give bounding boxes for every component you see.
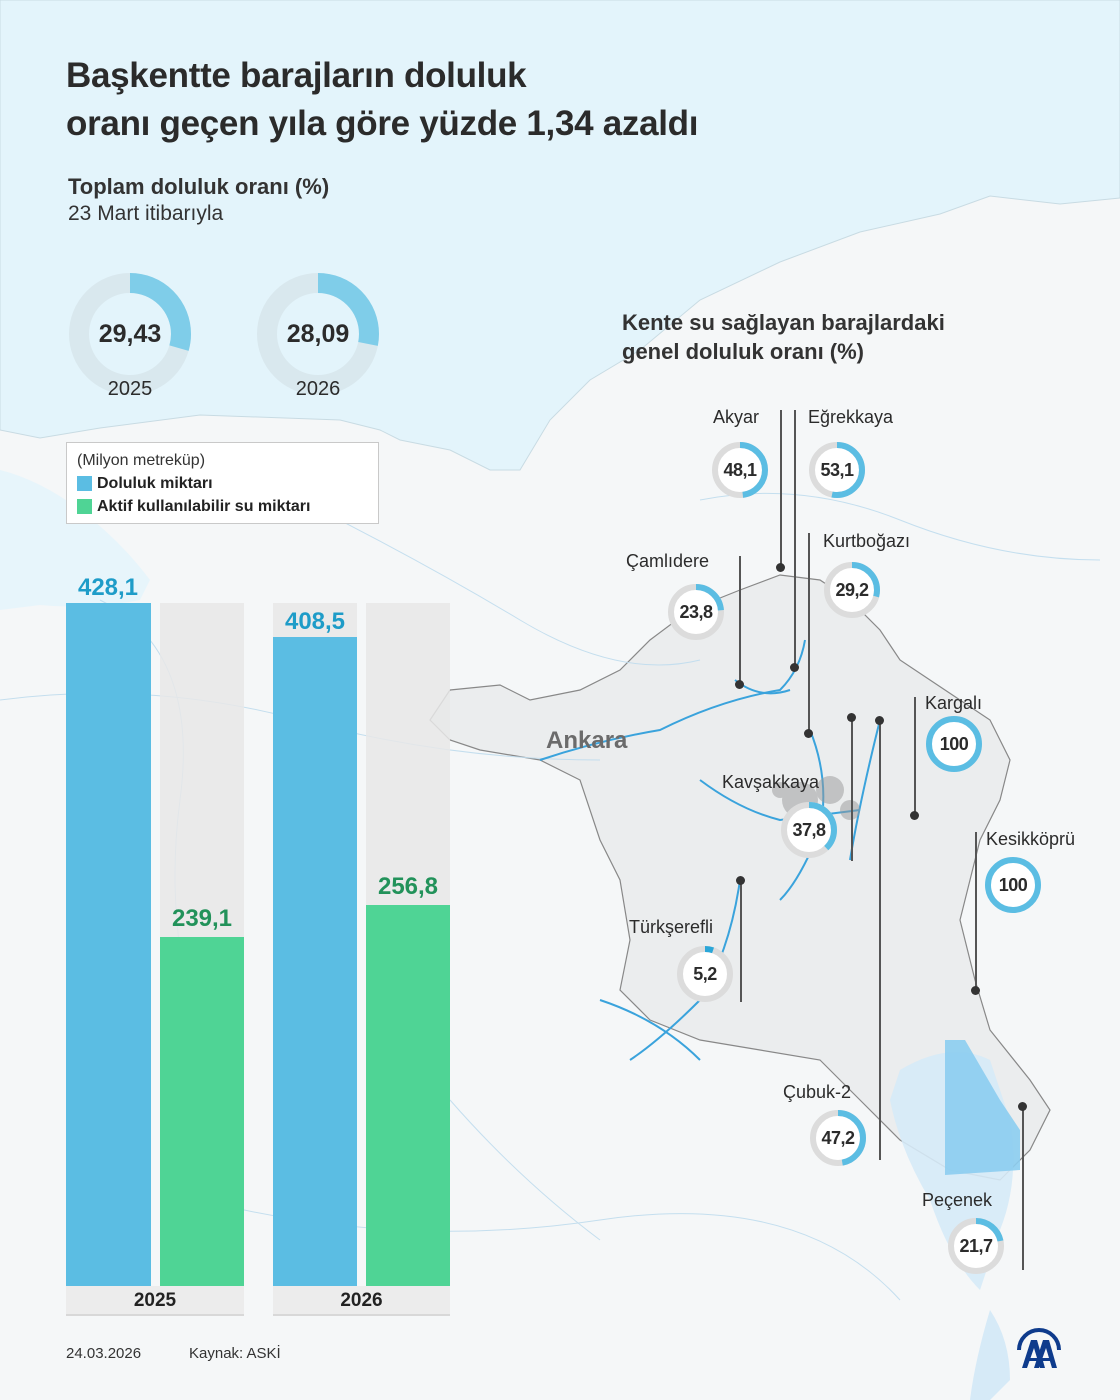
dam-value: 48,1 [723,460,757,480]
dam-value: 29,2 [835,580,869,600]
dam-donut-egrekkaya: 53,1 [807,440,867,500]
bar-value-aktif-2026: 256,8 [377,873,439,900]
location-dot-kavsakkaya [847,713,856,722]
bar-value-doluluk-2026: 408,5 [284,608,346,635]
donut-ring-icon [677,946,733,1002]
bar-doluluk-2025 [66,603,151,1286]
dam-value: 37,8 [792,820,826,840]
location-dot-pecenek [1018,1102,1027,1111]
title-line-1: Başkentte barajların doluluk [66,56,527,95]
bar-legend: (Milyon metreküp) Doluluk miktarı Aktif … [66,442,379,524]
dam-name-kargali: Kargalı [925,693,983,713]
leader-line-kargali [914,697,916,815]
dam-value: 100 [998,875,1028,895]
title-line-2: oranı geçen yıla göre yüzde 1,34 azaldı [66,104,699,143]
leader-line-turkserefli [740,880,742,1002]
dam-name-egrekkaya: Eğrekkaya [808,407,894,427]
dam-name-kesikkopru: Kesikköprü [986,829,1076,849]
total-rate-title: Toplam doluluk oranı (%) [68,174,330,199]
dam-value: 5,2 [693,964,717,984]
dam-value: 100 [939,734,969,754]
city-label-ankara: Ankara [546,727,628,754]
location-dot-turkserefli [736,876,745,885]
bar-year-2025: 2025 [66,1286,244,1316]
dam-donut-kargali: 100 [924,714,984,774]
dam-donut-camlidere: 23,8 [666,582,726,642]
total-donut-2025: 29,43 [68,272,192,396]
dam-name-kurtbogazi: Kurtboğazı [823,531,911,551]
total-year: 2026 [295,378,341,400]
dam-name-kavsakkaya: Kavşakkaya [722,772,820,792]
leader-line-pecenek [1022,1106,1024,1270]
map-title-line-2: genel doluluk oranı (%) [622,339,865,364]
legend-item-aktif: Aktif kullanılabilir su miktarı [77,495,368,518]
dam-donut-kesikkopru: 100 [983,855,1043,915]
location-dot-kurtbogazi [804,729,813,738]
dam-value: 23,8 [679,602,713,622]
location-dot-egrekkaya [790,663,799,672]
page-title: Başkentte barajların doluluk oranı geçen… [66,52,826,148]
bar-aktif-2025 [160,937,244,1286]
footer-source: Kaynak: ASKİ [189,1345,281,1362]
leader-line-cubuk2 [879,720,881,1160]
leader-line-kesikkopru [975,832,977,992]
dam-donut-kurtbogazi: 29,2 [822,560,882,620]
dam-name-turkserefli: Türkşerefli [629,917,714,937]
dam-value: 21,7 [959,1236,993,1256]
bar-value-aktif-2025: 239,1 [171,905,233,932]
map-title-line-1: Kente su sağlayan barajlardaki [622,310,945,335]
bar-doluluk-2026 [273,637,357,1286]
donut-ring-icon [948,1218,1004,1274]
dam-donut-kavsakkaya: 37,8 [779,800,839,860]
aa-logo-icon [1017,1328,1061,1368]
legend-label: Doluluk miktarı [97,475,213,492]
donut-ring-icon [824,562,880,618]
total-value: 29,43 [98,320,162,348]
donut-ring-icon [985,857,1041,913]
donut-ring-icon [781,802,837,858]
dam-donut-turkserefli: 5,2 [675,944,735,1004]
legend-item-doluluk: Doluluk miktarı [77,472,368,495]
leader-line-kavsakkaya [851,718,853,861]
donut-ring-icon [668,584,724,640]
donut-ring-icon [810,1110,866,1166]
location-dot-cubuk2 [875,716,884,725]
dam-donut-akyar: 48,1 [710,440,770,500]
total-donut-2026: 28,09 [256,272,380,396]
dam-name-akyar: Akyar [713,407,760,427]
bar-value-doluluk-2025: 428,1 [77,574,139,601]
donut-ring-icon [926,716,982,772]
dam-name-cubuk2: Çubuk-2 [783,1082,852,1102]
location-dot-camlidere [735,680,744,689]
dam-value: 53,1 [820,460,854,480]
legend-label: Aktif kullanılabilir su miktarı [97,498,311,515]
dam-donut-pecenek: 21,7 [946,1216,1006,1276]
location-dot-kesikkopru [971,986,980,995]
dam-donut-cubuk2: 47,2 [808,1108,868,1168]
footer-date: 24.03.2026 [66,1345,142,1362]
dam-name-camlidere: Çamlıdere [626,551,710,571]
donut-ring-icon [809,442,865,498]
total-value: 28,09 [286,320,350,348]
location-dot-kargali [910,811,919,820]
legend-unit: (Milyon metreküp) [77,452,206,469]
bar-aktif-2026 [366,905,450,1286]
total-year: 2025 [107,378,153,400]
leader-line-kurtbogazi [808,533,810,733]
donut-ring-icon [69,273,191,395]
leader-line-camlidere [739,556,741,683]
legend-swatch-icon [77,476,92,491]
location-dot-akyar [776,563,785,572]
dam-value: 47,2 [821,1128,855,1148]
bar-year-2026: 2026 [273,1286,450,1316]
total-rate-date: 23 Mart itibarıyla [68,202,224,225]
legend-swatch-icon [77,499,92,514]
leader-line-akyar [780,410,782,565]
donut-ring-icon [257,273,379,395]
donut-ring-icon [712,442,768,498]
dam-name-pecenek: Peçenek [922,1190,993,1210]
leader-line-egrekkaya [794,410,796,668]
map-title: Kente su sağlayan barajlardaki genel dol… [622,308,945,366]
